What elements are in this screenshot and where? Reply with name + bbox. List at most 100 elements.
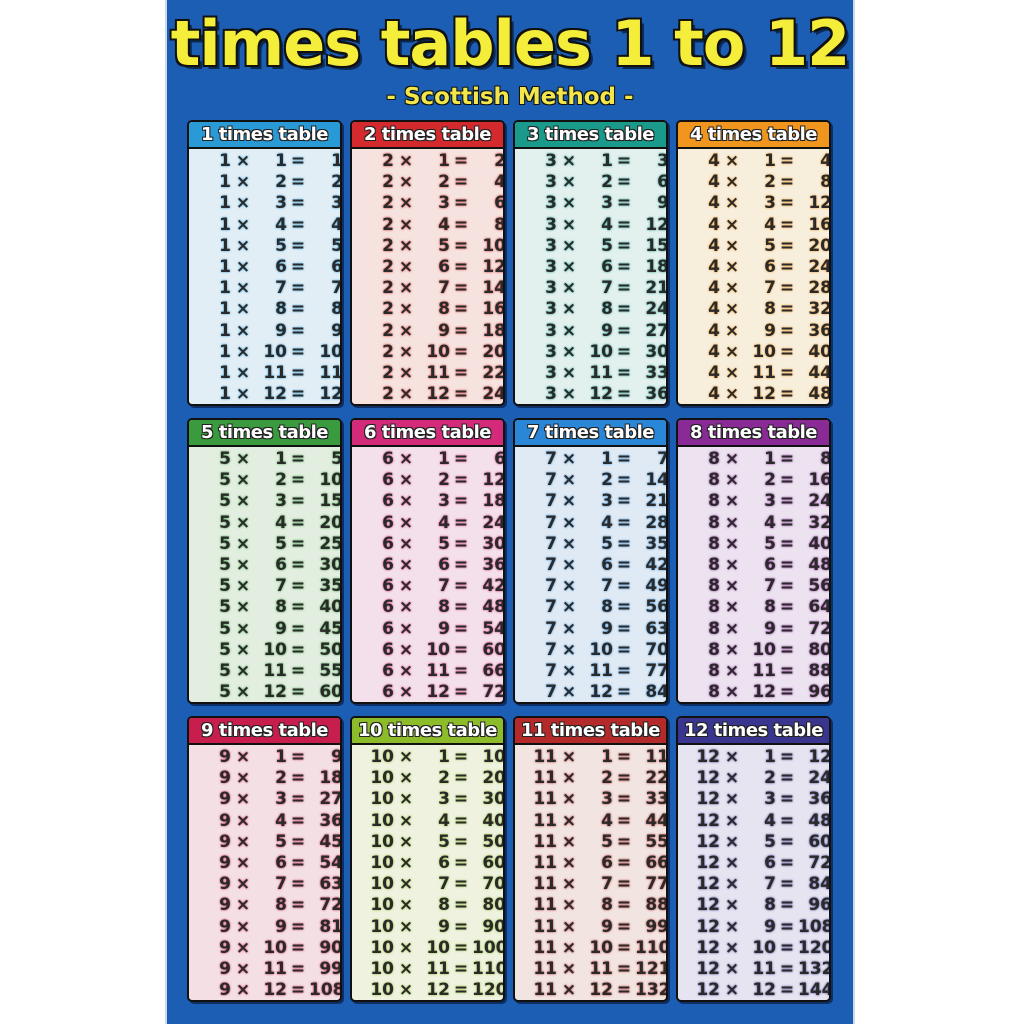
multiplicand: 6 <box>382 660 394 681</box>
product: 50 <box>319 639 342 660</box>
times-sign: × <box>561 810 577 831</box>
times-sign: × <box>724 789 740 810</box>
multiplicand: 9 <box>219 747 231 767</box>
times-sign: × <box>561 384 577 405</box>
times-sign: × <box>398 597 414 618</box>
product: 2 <box>494 151 505 171</box>
times-sign: × <box>724 533 740 554</box>
equals-sign: = <box>616 341 632 362</box>
times-sign: × <box>398 747 414 767</box>
multiplicand: 5 <box>219 470 231 491</box>
product: 72 <box>319 895 342 916</box>
equals-sign: = <box>453 554 469 575</box>
times-table-panel-5: 5 times table 5 × 1 = 5 5 × 2 = 10 5 × 3 = 15 5 × 4 = 20 5 × 5 =… <box>187 418 342 704</box>
table-row: 10 × 11 = 110 <box>352 959 503 980</box>
times-sign: × <box>235 172 251 193</box>
multiplier: 10 <box>426 937 450 958</box>
times-sign: × <box>398 491 414 512</box>
table-row: 12 × 12 = 144 <box>678 980 831 1001</box>
times-sign: × <box>398 639 414 660</box>
table-row: 9 × 5 = 45 <box>189 832 340 853</box>
multiplicand: 2 <box>382 384 394 405</box>
equals-sign: = <box>616 362 632 383</box>
equals-sign: = <box>290 256 306 277</box>
equals-sign: = <box>290 554 306 575</box>
times-sign: × <box>235 852 251 873</box>
table-row: 11 × 8 = 88 <box>515 895 666 916</box>
multiplier: 8 <box>275 299 287 320</box>
equals-sign: = <box>453 320 469 341</box>
equals-sign: = <box>779 278 795 299</box>
multiplier: 5 <box>601 235 613 256</box>
times-sign: × <box>398 362 414 383</box>
product: 18 <box>645 256 668 277</box>
table-row: 1 × 1 = 1 <box>189 151 340 172</box>
table-row: 7 × 4 = 28 <box>515 513 666 534</box>
multiplicand: 10 <box>370 747 394 767</box>
table-row: 10 × 2 = 20 <box>352 768 503 789</box>
multiplier: 12 <box>426 980 450 1001</box>
times-sign: × <box>724 320 740 341</box>
table-row: 6 × 6 = 36 <box>352 555 503 576</box>
equals-sign: = <box>616 193 632 214</box>
table-row: 6 × 12 = 72 <box>352 682 503 703</box>
multiplicand: 2 <box>382 235 394 256</box>
multiplicand: 2 <box>382 320 394 341</box>
multiplier: 12 <box>426 682 450 703</box>
times-sign: × <box>398 384 414 405</box>
times-sign: × <box>235 278 251 299</box>
table-row: 4 × 3 = 12 <box>678 193 829 214</box>
multiplier: 6 <box>438 554 450 575</box>
equals-sign: = <box>779 320 795 341</box>
multiplier: 11 <box>263 660 287 681</box>
table-row: 9 × 10 = 90 <box>189 938 340 959</box>
product: 6 <box>494 193 505 214</box>
times-sign: × <box>235 256 251 277</box>
multiplier: 10 <box>752 937 776 958</box>
times-table-panel-12: 12 times table 12 × 1 = 12 12 × 2 = 24 12 × 3 = 36 12 × 4 =… <box>676 716 831 1002</box>
multiplier: 5 <box>601 831 613 852</box>
times-sign: × <box>724 831 740 852</box>
equals-sign: = <box>290 299 306 320</box>
multiplicand: 11 <box>533 916 557 937</box>
product: 10 <box>319 341 342 362</box>
times-sign: × <box>398 831 414 852</box>
multiplier: 12 <box>752 384 776 405</box>
times-sign: × <box>724 384 740 405</box>
multiplier: 4 <box>601 214 613 235</box>
product: 80 <box>482 895 505 916</box>
product: 12 <box>645 214 668 235</box>
table-row: 8 × 9 = 72 <box>678 619 829 640</box>
equals-sign: = <box>779 937 795 958</box>
multiplicand: 5 <box>219 660 231 681</box>
multiplier: 10 <box>752 639 776 660</box>
multiplicand: 7 <box>545 597 557 618</box>
multiplicand: 2 <box>382 341 394 362</box>
product: 144 <box>798 980 831 1001</box>
equals-sign: = <box>290 533 306 554</box>
times-sign: × <box>724 235 740 256</box>
table-row: 12 × 6 = 72 <box>678 853 829 874</box>
times-sign: × <box>724 214 740 235</box>
times-sign: × <box>235 639 251 660</box>
multiplier: 5 <box>275 533 287 554</box>
product: 120 <box>798 937 831 958</box>
table-row: 5 × 12 = 60 <box>189 682 340 702</box>
multiplicand: 11 <box>533 874 557 895</box>
product: 9 <box>657 193 668 214</box>
panel-rows: 6 × 1 = 6 6 × 2 = 12 6 × 3 = 18 6 × 4 = 24 6 × 5 = 30 6 × 6 = 36 6 × 7 = 4… <box>352 447 503 703</box>
table-row: 4 × 10 = 40 <box>678 342 829 363</box>
product: 35 <box>319 576 342 597</box>
times-sign: × <box>724 597 740 618</box>
equals-sign: = <box>453 533 469 554</box>
multiplier: 6 <box>438 852 450 873</box>
product: 24 <box>808 256 831 277</box>
table-row: 11 × 7 = 77 <box>515 874 666 895</box>
multiplicand: 7 <box>545 576 557 597</box>
multiplicand: 5 <box>219 576 231 597</box>
multiplier: 8 <box>275 895 287 916</box>
equals-sign: = <box>290 874 306 895</box>
multiplier: 6 <box>275 852 287 873</box>
product: 45 <box>319 618 342 639</box>
product: 35 <box>645 533 668 554</box>
